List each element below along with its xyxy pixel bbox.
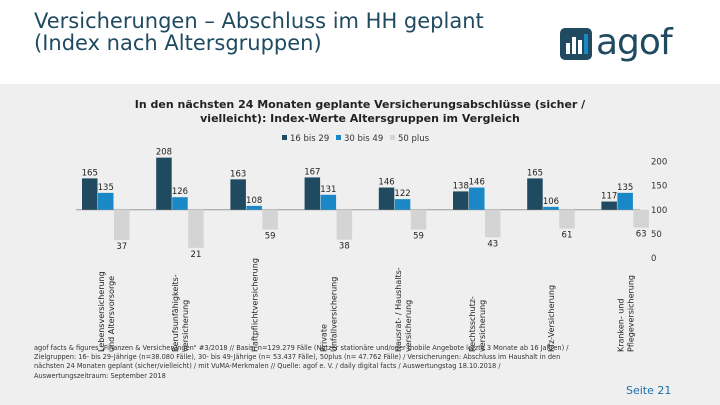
legend-item-30-49: 30 bis 49 — [336, 134, 383, 144]
bar-1-5 — [378, 187, 395, 210]
category-label: Unfallversicherung — [330, 277, 339, 352]
footnote-line-4: Auswertungszeitraum: September 2018 — [34, 371, 166, 380]
data-label: 59 — [413, 232, 424, 242]
category-label: versicherung — [181, 300, 190, 352]
data-label: 135 — [98, 183, 114, 193]
bar-3-1 — [114, 209, 130, 241]
category-label: versicherung — [404, 300, 413, 352]
bar-1-3 — [230, 179, 246, 210]
category-label: versicherung — [478, 300, 487, 352]
data-label: 138 — [453, 181, 469, 191]
bar-3-4 — [336, 209, 353, 240]
data-label: 38 — [339, 242, 350, 252]
content-band — [0, 84, 720, 405]
legend-swatch-50-plus — [390, 135, 395, 140]
bar-2-7 — [543, 206, 559, 210]
legend-item-50-plus: 50 plus — [390, 134, 429, 144]
bar-1-8 — [601, 201, 617, 210]
bar-1-1 — [82, 178, 98, 210]
data-label: 131 — [320, 185, 336, 195]
category-label: Lebensversicherung — [97, 271, 106, 352]
data-label: 21 — [191, 250, 202, 260]
footnote: agof facts & figures „Finanzen & Versich… — [34, 344, 644, 381]
legend-swatch-30-49 — [336, 135, 341, 140]
bar-3-3 — [262, 209, 278, 230]
bar-2-1 — [98, 192, 114, 210]
bar-2-8 — [617, 192, 633, 210]
chart-title-line-2: vielleicht): Index-Werte Altersgruppen i… — [200, 112, 520, 125]
data-label: 106 — [543, 197, 559, 207]
page-title: Versicherungen – Abschluss im HH geplant… — [34, 10, 484, 54]
data-label: 59 — [265, 232, 276, 242]
category-label: Hausrat- / Haushalts- — [394, 267, 403, 352]
data-label: 165 — [527, 168, 543, 178]
data-label: 135 — [617, 183, 633, 193]
bar-1-2 — [156, 157, 172, 210]
data-label: 63 — [636, 230, 647, 240]
data-label: 61 — [562, 231, 573, 241]
data-label: 43 — [487, 239, 498, 249]
footnote-line-1: agof facts & figures „Finanzen & Versich… — [34, 344, 569, 352]
bar-1-6 — [453, 191, 469, 210]
data-label: 126 — [172, 187, 188, 197]
chart-legend: 16 bis 29 30 bis 49 50 plus — [250, 134, 470, 148]
bar-2-2 — [172, 197, 188, 210]
data-label: 163 — [230, 169, 246, 179]
page-title-line-1: Versicherungen – Abschluss im HH geplant — [34, 9, 484, 33]
category-label: Haftpflichtversicherung — [250, 258, 259, 352]
bar-3-6 — [485, 209, 501, 238]
y-tick-label: 0 — [651, 254, 656, 264]
bar-2-6 — [469, 187, 485, 210]
bar-3-5 — [410, 209, 427, 230]
y-tick-label: 200 — [651, 158, 667, 168]
logo-wordmark: agof — [596, 22, 673, 63]
footnote-line-2: Zielgruppen: 16- bis 29-Jährige (n=38.08… — [34, 353, 561, 362]
category-label: Kranken- und — [616, 299, 625, 353]
page-title-line-2: (Index nach Altersgruppen) — [34, 31, 322, 55]
legend-label-30-49: 30 bis 49 — [344, 134, 384, 144]
category-label: Pflegeversicherung — [626, 275, 635, 352]
data-label: 208 — [156, 148, 172, 158]
legend-label-50-plus: 50 plus — [398, 134, 430, 144]
bar-2-4 — [320, 194, 337, 210]
data-label: 37 — [116, 242, 127, 252]
category-label: Kfz-Versicherung — [547, 285, 556, 352]
legend-swatch-16-29 — [282, 135, 287, 140]
chart-title-line-1: In den nächsten 24 Monaten geplante Vers… — [134, 98, 586, 111]
bar-1-7 — [527, 178, 543, 210]
data-label: 146 — [469, 178, 485, 188]
bar-3-8 — [633, 209, 649, 228]
data-label: 108 — [246, 196, 262, 206]
y-tick-label: 50 — [651, 230, 662, 240]
data-label: 122 — [394, 189, 410, 199]
y-tick-label: 100 — [651, 206, 667, 216]
chart-title: In den nächsten 24 Monaten geplante Vers… — [90, 98, 630, 126]
data-label: 117 — [601, 192, 617, 202]
legend-label-16-29: 16 bis 29 — [290, 134, 330, 144]
data-label: 165 — [82, 168, 98, 178]
data-label: 167 — [304, 167, 320, 177]
bar-2-5 — [394, 199, 411, 210]
category-label: Rechtsschutz- — [468, 296, 477, 352]
y-tick-label: 150 — [651, 182, 667, 192]
data-label: 146 — [378, 178, 394, 188]
bar-2-3 — [246, 205, 262, 210]
category-label: Berufsunfähigkeits- — [171, 274, 180, 352]
page-number: Seite 21 — [626, 384, 672, 397]
category-label: Private — [320, 324, 329, 352]
bar-1-4 — [304, 177, 321, 210]
legend-item-16-29: 16 bis 29 — [282, 134, 329, 144]
bar-3-2 — [188, 209, 204, 248]
category-label: und Altersvorsorge — [107, 276, 116, 352]
agof-logo: agof — [560, 22, 682, 68]
footnote-line-3: nächsten 24 Monaten geplant (sicher/viel… — [34, 362, 501, 371]
bar-logo-icon — [560, 28, 592, 60]
bar-3-7 — [559, 209, 575, 229]
